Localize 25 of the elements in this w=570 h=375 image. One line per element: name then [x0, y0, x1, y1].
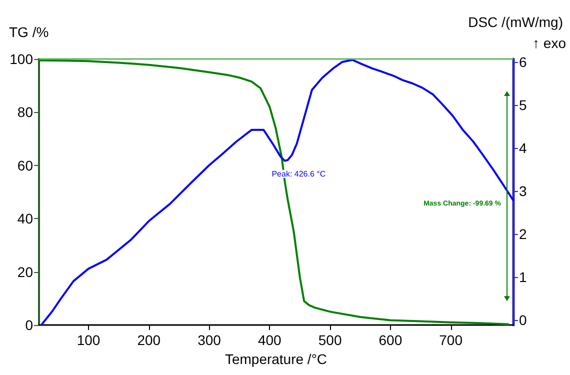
y2-tick-label: 0	[519, 312, 527, 328]
y-tick-label: 80	[17, 104, 34, 120]
x-tick-label: 500	[318, 332, 342, 348]
y2-tick-label: 6	[519, 54, 527, 70]
y-tick-label: 40	[17, 210, 34, 227]
text: ↑ exo	[532, 35, 566, 51]
x-axis-title: Temperature /°C	[224, 350, 328, 367]
y2-tick-label: 2	[519, 226, 527, 242]
x-tick-label: 100	[76, 332, 100, 348]
y-tick-label: 100	[10, 51, 34, 67]
y2-tick-label: 1	[519, 268, 527, 285]
annotation: Peak: 426.6 °C	[272, 169, 326, 178]
y-tick-label: 20	[17, 264, 34, 280]
y2-tick-label: 4	[519, 140, 527, 156]
y2-axis-title: DSC /(mW/mg)	[468, 14, 563, 30]
x-tick-label: 400	[258, 332, 282, 348]
y2-tick-label: 5	[519, 96, 527, 113]
x-tick-label: 700	[439, 332, 463, 348]
y-tick-label: 0	[25, 317, 34, 333]
x-tick-label: 600	[378, 332, 402, 348]
y-tick-label: 60	[17, 157, 34, 174]
y-axis-title: TG /%	[9, 24, 49, 40]
y2-tick-label: 3	[519, 182, 527, 199]
x-tick-label: 200	[137, 332, 161, 348]
x-tick-label: 300	[198, 332, 222, 348]
